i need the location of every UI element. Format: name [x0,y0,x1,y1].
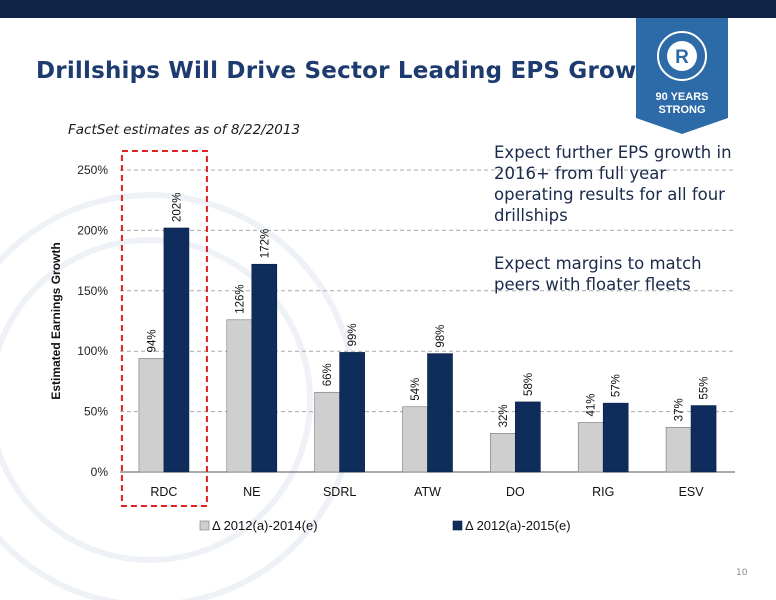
data-label: 66% [322,363,334,386]
data-label: 94% [146,329,158,352]
page-number: 10 [736,568,748,578]
chart-subtitle: FactSet estimates as of 8/22/2013 [68,122,301,138]
y-axis-title: Estimated Earnings Growth [49,242,63,399]
bar [690,405,717,473]
bar [251,263,278,473]
data-label: 172% [259,229,271,258]
data-label: 58% [523,373,535,396]
legend-label: Δ 2012(a)-2014(e) [212,518,318,533]
logo-letter: R [675,47,689,68]
bar [226,319,253,473]
bar [402,406,428,473]
bar [163,227,190,473]
callout-margins: Expect margins to match peers with float… [494,254,702,294]
bar [138,358,165,473]
bar [490,433,516,473]
data-label: 99% [347,323,359,346]
y-tick-label: 50% [84,405,108,419]
data-label: 37% [674,398,686,421]
data-label: 32% [498,404,510,427]
legend-swatch [452,520,463,531]
data-label: 98% [435,325,447,348]
top-bar [0,0,776,18]
page-title: Drillships Will Drive Sector Leading EPS… [36,58,665,84]
bar [515,401,541,473]
bar [427,353,453,473]
y-tick-label: 0% [91,465,109,479]
y-tick-label: 250% [77,163,108,177]
highlight-box [120,150,208,507]
y-tick-label: 200% [77,223,108,237]
logo-seal-icon [657,31,707,81]
data-label: 126% [234,284,246,313]
data-label: 57% [611,374,623,397]
data-label: 55% [699,377,711,400]
data-label: 54% [410,378,422,401]
bar [577,422,604,473]
x-tick-label: ESV [679,485,705,499]
badge-line-1: 90 YEARS [656,91,709,103]
badge-line-2: STRONG [658,104,705,116]
bar [339,352,365,473]
x-tick-label: DO [506,485,525,499]
x-tick-label: SDRL [323,485,356,499]
x-tick-label: RDC [150,485,177,499]
data-label: 41% [586,393,598,416]
legend-label: Δ 2012(a)-2015(e) [465,518,571,533]
bar [665,427,692,473]
data-label: 202% [171,193,183,222]
callout-eps-growth: Expect further EPS growth in 2016+ from … [494,143,732,225]
x-tick-label: NE [243,485,260,499]
bar [314,391,340,473]
x-tick-label: RIG [592,485,614,499]
ninety-years-badge: R 90 YEARS STRONG [636,18,728,134]
bar [602,402,629,473]
y-tick-label: 100% [77,344,108,358]
legend-swatch [199,520,210,531]
y-tick-label: 150% [77,284,108,298]
x-tick-label: ATW [414,485,441,499]
